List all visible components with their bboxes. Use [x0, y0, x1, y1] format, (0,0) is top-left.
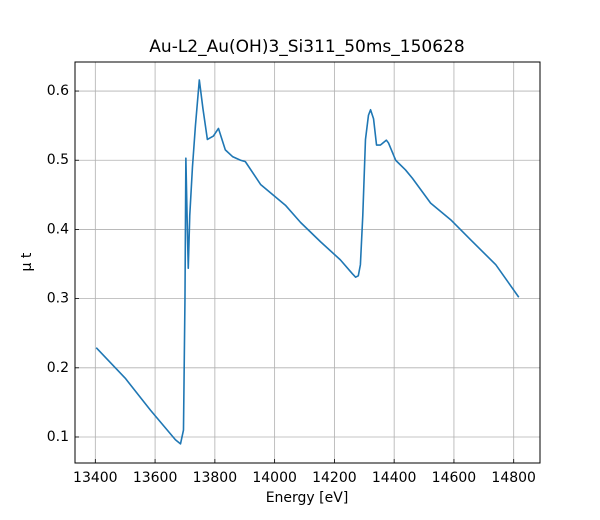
x-tick-label: 13400 [73, 470, 118, 486]
x-tick-label: 14800 [491, 470, 536, 486]
plot-frame [74, 61, 541, 464]
y-tick-label: 0.6 [47, 83, 69, 99]
y-tick-label: 0.4 [47, 221, 69, 237]
x-tick-label: 14400 [372, 470, 417, 486]
x-tick-label: 13600 [133, 470, 178, 486]
x-tick-label: 14000 [252, 470, 297, 486]
x-tick-label: 14200 [312, 470, 357, 486]
x-axis-label: Energy [eV] [266, 490, 349, 506]
x-tick-label: 13800 [193, 470, 238, 486]
data-line [95, 79, 520, 445]
x-tick-label: 14600 [432, 470, 477, 486]
chart-title: Au-L2_Au(OH)3_Si311_50ms_150628 [149, 37, 464, 57]
y-axis-label: μ t [19, 252, 35, 271]
y-tick-label: 0.3 [47, 291, 69, 307]
y-tick-label: 0.5 [47, 152, 69, 168]
y-tick-label: 0.2 [47, 360, 69, 376]
y-tick-label: 0.1 [47, 429, 69, 445]
